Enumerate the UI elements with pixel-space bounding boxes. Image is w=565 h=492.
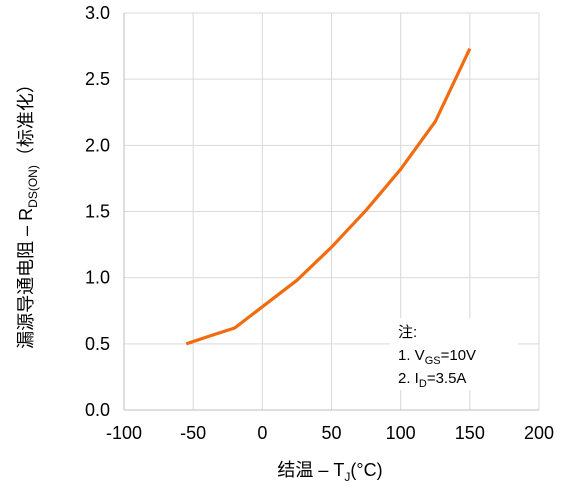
- x-tick-label: 200: [524, 423, 554, 443]
- annotation-background: [390, 318, 518, 390]
- axes: [123, 13, 539, 411]
- x-tick-label: -100: [106, 423, 142, 443]
- y-tick-label: 3.0: [85, 3, 110, 23]
- y-tick-label: 1.5: [85, 202, 110, 222]
- y-tick-label: 0.0: [85, 400, 110, 420]
- tick-labels: 0.0 0.5 1.0 1.5 2.0 2.5 3.0 -100 -50 0 50 100 150 200: [85, 3, 554, 443]
- x-tick-label: -50: [180, 423, 206, 443]
- annotation-title: 注:: [398, 324, 417, 341]
- y-tick-label: 1.0: [85, 268, 110, 288]
- x-tick-label: 150: [455, 423, 485, 443]
- y-axis-label: 漏源导通电阻 – RDS(ON)（标准化）: [16, 75, 40, 349]
- y-tick-label: 2.5: [85, 69, 110, 89]
- x-tick-label: 100: [386, 423, 416, 443]
- annotation-line-2: 2. ID=3.5A: [398, 370, 466, 390]
- x-axis-label: 结温 – TJ(°C): [277, 460, 382, 484]
- series-layer: [185, 48, 472, 346]
- y-tick-label: 0.5: [85, 334, 110, 354]
- annotation: 注: 1. VGS=10V 2. ID=3.5A: [390, 318, 518, 390]
- annotation-line-1: 1. VGS=10V: [398, 347, 476, 367]
- y-tick-label: 2.0: [85, 135, 110, 155]
- x-tick-label: 50: [321, 423, 341, 443]
- series-line: [185, 48, 472, 346]
- x-tick-label: 0: [257, 423, 267, 443]
